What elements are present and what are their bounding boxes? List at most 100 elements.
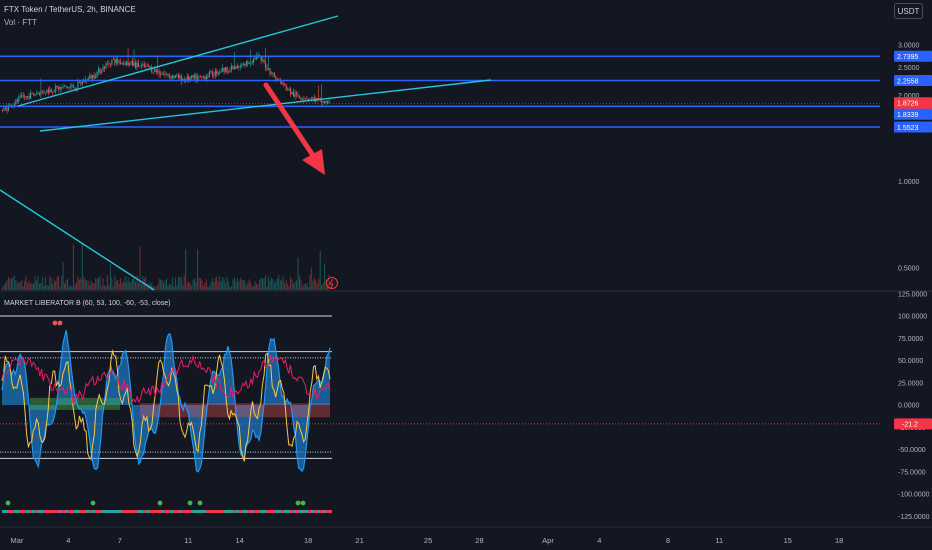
volume-bar — [15, 280, 17, 290]
volume-bar — [123, 282, 125, 290]
candle-body — [90, 75, 92, 79]
time-axis-tick: 21 — [355, 536, 363, 545]
volume-bar — [217, 281, 219, 290]
candle-body — [58, 87, 60, 90]
volume-bar — [80, 278, 82, 290]
signal-strip-cell — [251, 510, 254, 513]
candle-body — [231, 65, 233, 70]
signal-strip-cell — [59, 510, 62, 513]
candle-body — [121, 63, 123, 65]
time-axis-tick: 28 — [475, 536, 483, 545]
volume-bar — [256, 283, 258, 290]
volume-bar — [102, 278, 104, 290]
symbol-title[interactable]: FTX Token / TetherUS, 2h, BINANCE — [4, 5, 136, 14]
volume-bar — [236, 278, 238, 290]
signal-strip-cell — [296, 510, 299, 513]
signal-strip-cell — [260, 510, 263, 513]
volume-bar — [41, 276, 43, 290]
signal-strip-cell — [320, 510, 323, 513]
price-axis-tick: 0.5000 — [898, 266, 920, 273]
candle-body — [250, 62, 252, 64]
signal-strip-cell — [188, 510, 191, 513]
volume-bar — [250, 282, 252, 290]
candle-body — [151, 67, 153, 72]
time-axis-tick: 4 — [597, 536, 601, 545]
candle-body — [152, 72, 154, 73]
volume-bar — [62, 262, 64, 290]
candle-body — [194, 75, 196, 78]
volume-bar — [216, 276, 218, 290]
oscillator-axis-tick: 100.0000 — [898, 314, 927, 321]
candle-body — [244, 63, 246, 66]
currency-button[interactable]: USDT — [894, 3, 923, 19]
candle-body — [236, 66, 238, 69]
candle-body — [205, 76, 207, 80]
candle-body — [262, 60, 264, 61]
signal-strip-cell — [137, 510, 140, 513]
candle-body — [189, 77, 191, 81]
candle-body — [307, 99, 309, 100]
volume-bar — [278, 275, 280, 290]
volume-bar — [127, 277, 129, 290]
volume-bar — [171, 277, 173, 290]
candle-body — [158, 71, 160, 74]
signal-strip-cell — [77, 510, 80, 513]
indicator-legend[interactable]: MARKET LIBERATOR B (60, 53, 100, -60, -5… — [4, 300, 171, 307]
volume-legend[interactable]: Vol · FTT — [4, 18, 37, 27]
candle-body — [50, 89, 52, 92]
signal-strip-cell — [308, 510, 311, 513]
volume-bar — [282, 276, 284, 290]
volume-bar — [244, 280, 246, 290]
candle-body — [6, 107, 8, 111]
candle-body — [260, 56, 262, 61]
candle-body — [166, 73, 168, 75]
volume-bar — [21, 280, 23, 290]
volume-bar — [86, 280, 88, 290]
volume-bar — [2, 287, 3, 290]
candle-body — [124, 63, 126, 66]
volume-bar — [174, 277, 176, 290]
candle-body — [61, 87, 63, 88]
candle-body — [143, 64, 145, 67]
candle-body — [219, 72, 221, 73]
volume-bar — [248, 279, 250, 290]
candle-body — [83, 81, 85, 83]
volume-bar — [201, 280, 203, 290]
candle-body — [9, 104, 11, 106]
candle-body — [148, 65, 150, 68]
candle-body — [22, 95, 24, 97]
volume-bar — [301, 286, 303, 290]
volume-bar — [327, 284, 328, 290]
volume-bar — [219, 276, 221, 290]
signal-dot — [197, 500, 203, 506]
volume-bar — [46, 285, 48, 290]
signal-strip-cell — [239, 510, 242, 513]
volume-bar — [204, 282, 206, 290]
volume-bar — [145, 276, 147, 290]
candle-body — [324, 100, 326, 103]
volume-bar — [38, 284, 40, 290]
candle-body — [242, 63, 244, 66]
candle-body — [117, 59, 119, 63]
volume-bar — [325, 279, 327, 290]
volume-bar — [33, 284, 34, 290]
signal-strip-cell — [2, 510, 5, 513]
candle-body — [7, 105, 9, 111]
candle-body — [204, 76, 206, 80]
price-label-box — [894, 75, 932, 86]
candle-body — [281, 81, 283, 85]
alert-icon — [326, 277, 338, 289]
volume-bar — [272, 278, 274, 290]
volume-bar — [197, 249, 198, 290]
candle-body — [37, 93, 39, 94]
time-axis-tick: 18 — [304, 536, 312, 545]
volume-bar — [24, 280, 26, 290]
time-axis-tick: 15 — [784, 536, 792, 545]
volume-bar — [30, 283, 32, 290]
signal-strip-cell — [104, 510, 107, 513]
volume-bar — [49, 276, 51, 290]
time-axis-tick: 14 — [236, 536, 244, 545]
volume-bar — [124, 275, 126, 290]
candle-body — [109, 63, 111, 65]
